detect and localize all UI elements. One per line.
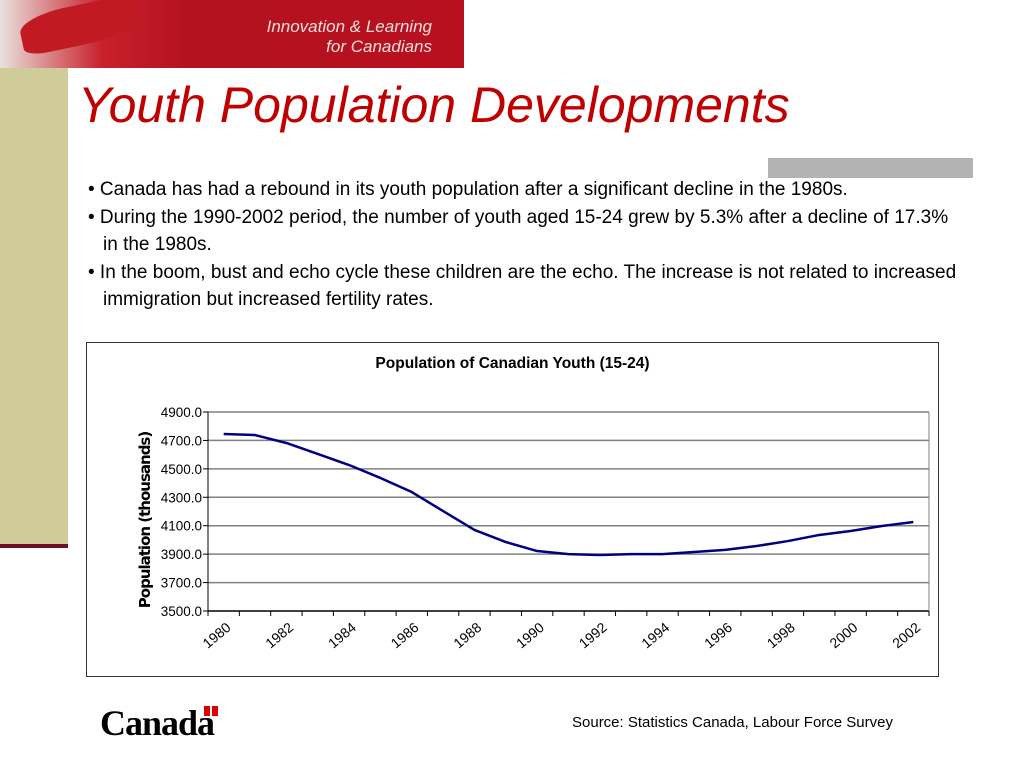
x-tick-label: 2000 bbox=[826, 619, 860, 651]
x-tick-label: 1984 bbox=[325, 619, 359, 651]
y-tick-label: 3500.0 bbox=[161, 604, 202, 619]
y-tick-label: 4100.0 bbox=[161, 519, 202, 534]
x-tick-label: 1992 bbox=[576, 619, 610, 651]
chart-svg: 3500.0 3700.0 3900.0 4100.0 4300.0 4500.0 4700… bbox=[161, 405, 930, 651]
x-tick-label: 1996 bbox=[701, 619, 735, 651]
bullet-item: • Canada has had a rebound in its youth … bbox=[88, 179, 848, 200]
bullet-item: • In the boom, bust and echo cycle these… bbox=[88, 261, 957, 311]
header-banner: Innovation & Learning for Canadians bbox=[0, 0, 464, 68]
slide-title: Youth Population Developments bbox=[78, 77, 790, 133]
flag-icon bbox=[204, 706, 218, 716]
x-tick-label: 1990 bbox=[513, 619, 547, 651]
x-tick-label: 1994 bbox=[638, 619, 672, 651]
x-tick-label: 1998 bbox=[764, 619, 798, 651]
chart-title: Population of Canadian Youth (15-24) bbox=[375, 355, 650, 372]
y-tick-label: 4300.0 bbox=[161, 490, 202, 505]
x-tick-label: 1980 bbox=[199, 619, 233, 651]
canada-wordmark: Canada bbox=[100, 703, 215, 743]
banner-text: Innovation & Learning for Canadians bbox=[266, 17, 432, 56]
y-tick-label: 3900.0 bbox=[161, 547, 202, 562]
source-note: Source: Statistics Canada, Labour Force … bbox=[572, 714, 893, 731]
x-tick-label: 1982 bbox=[262, 619, 296, 651]
chart: Population of Canadian Youth (15-24) Pop… bbox=[86, 342, 939, 677]
side-stripe bbox=[0, 68, 68, 548]
y-tick-label: 4500.0 bbox=[161, 462, 202, 477]
y-tick-label: 3700.0 bbox=[161, 576, 202, 591]
y-tick-label: 4900.0 bbox=[161, 405, 202, 420]
flag-image bbox=[17, 0, 143, 58]
x-tick-label: 1988 bbox=[450, 619, 484, 651]
bullet-item: • During the 1990-2002 period, the numbe… bbox=[88, 206, 949, 256]
x-tick-label: 1986 bbox=[388, 619, 422, 651]
x-tick-label: 2002 bbox=[889, 619, 923, 651]
y-tick-label: 4700.0 bbox=[161, 433, 202, 448]
decorative-bar bbox=[768, 158, 973, 178]
bullet-list: • Canada has had a rebound in its youth … bbox=[88, 176, 958, 314]
data-line bbox=[223, 432, 914, 557]
